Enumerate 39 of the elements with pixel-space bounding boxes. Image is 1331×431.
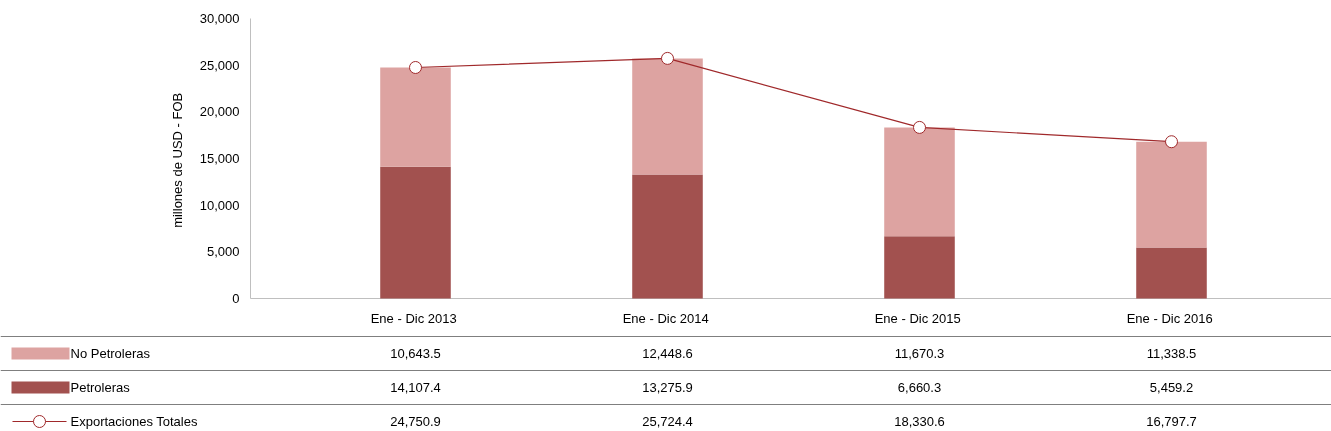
- y-tick-label: 25,000: [199, 57, 240, 73]
- y-tick-label: 0: [232, 291, 240, 306]
- bar: [380, 67, 451, 167]
- data-label: 5,459.2: [1149, 380, 1194, 395]
- point: [1165, 135, 1178, 149]
- x-tick-label: Ene - Dic 2014: [622, 311, 709, 326]
- bar: [884, 236, 955, 299]
- data-label: 16,797.7: [1146, 414, 1197, 429]
- y-tick-label: 20,000: [199, 104, 240, 120]
- bar: [632, 174, 703, 299]
- data-label: 12,448.6: [642, 346, 693, 361]
- y-tick-label: 15,000: [199, 151, 240, 166]
- bar: [1136, 141, 1207, 248]
- y-tick-label: 10,000: [199, 197, 240, 213]
- bar: [1136, 247, 1207, 299]
- y-axis-title: millones de USD - FOB: [169, 92, 185, 228]
- y-tick-label: 5,000: [206, 244, 240, 260]
- point: [661, 51, 674, 65]
- bar: [884, 127, 955, 237]
- data-label: 14,107.4: [390, 380, 441, 395]
- legend-label: Petroleras: [70, 380, 131, 395]
- bar: [380, 166, 451, 299]
- data-label: 11,670.3: [894, 346, 945, 361]
- legend-label: No Petroleras: [70, 346, 151, 361]
- point: [913, 120, 926, 134]
- legend-label: Exportaciones Totales: [70, 414, 198, 429]
- data-label: 18,330.6: [894, 414, 945, 429]
- x-tick-label: Ene - Dic 2015: [874, 311, 961, 326]
- point: [409, 61, 422, 74]
- data-label: 13,275.9: [642, 380, 693, 395]
- data-label: 10,643.5: [390, 346, 441, 361]
- data-label: 25,724.4: [642, 414, 693, 429]
- y-tick-label: 30,000: [199, 11, 240, 26]
- data-label: 6,660.3: [897, 380, 942, 395]
- x-tick-label: Ene - Dic 2016: [1126, 311, 1213, 326]
- bar: [632, 58, 703, 175]
- data-label: 11,338.5: [1146, 346, 1197, 361]
- x-tick-label: Ene - Dic 2013: [370, 311, 457, 326]
- data-label: 24,750.9: [390, 414, 441, 429]
